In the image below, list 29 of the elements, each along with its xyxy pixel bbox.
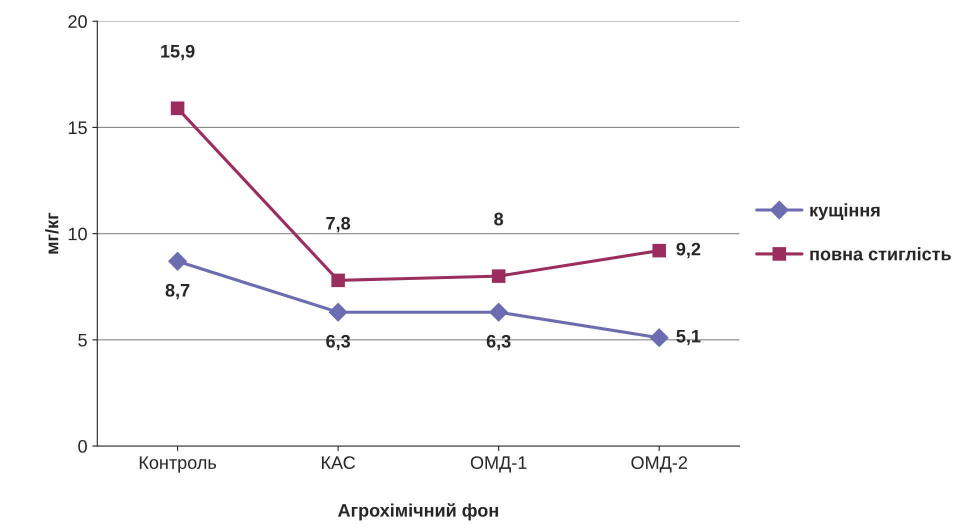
data-label: 8,7 — [166, 284, 190, 300]
legend-label: кущіння — [810, 203, 880, 220]
point — [492, 269, 506, 283]
point — [489, 302, 508, 322]
point — [170, 102, 184, 116]
data-label: 5,1 — [676, 330, 700, 346]
x-tick-label: КАС — [322, 456, 356, 470]
y-tick-label: 5 — [78, 334, 87, 347]
point — [652, 244, 666, 258]
y-axis-title: мг/кг — [45, 212, 59, 254]
x-tick-label: ОМД-2 — [631, 456, 687, 472]
data-label: 7,8 — [326, 216, 350, 232]
y-tick-label: 0 — [78, 440, 87, 453]
point — [331, 274, 345, 288]
data-label: 15,9 — [161, 44, 194, 60]
x-tick-label: ОМД-1 — [470, 456, 526, 472]
x-tick-label: Контроль — [140, 456, 216, 473]
y-tick-label: 15 — [68, 122, 87, 134]
legend-label: повна стиглість — [810, 247, 951, 260]
data-label: 6,3 — [326, 334, 350, 350]
y-tick-label: 10 — [68, 228, 87, 240]
point — [328, 302, 348, 322]
data-label: 9,2 — [676, 242, 700, 258]
point — [650, 328, 669, 348]
y-tick-label: 20 — [68, 15, 87, 28]
data-label: 6,3 — [486, 334, 511, 350]
data-label: 8 — [494, 212, 504, 226]
point — [168, 252, 187, 271]
x-axis-title: Агрохімічний фон — [338, 503, 498, 520]
